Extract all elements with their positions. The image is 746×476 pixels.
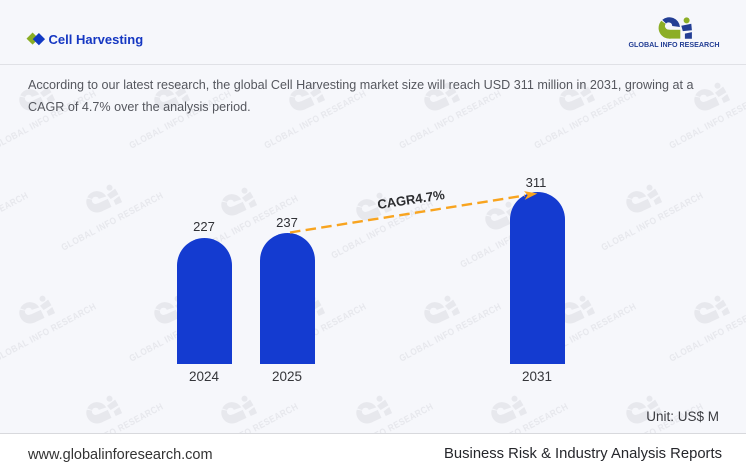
svg-text:GLOBAL INFO RESEARCH: GLOBAL INFO RESEARCH bbox=[629, 40, 720, 49]
